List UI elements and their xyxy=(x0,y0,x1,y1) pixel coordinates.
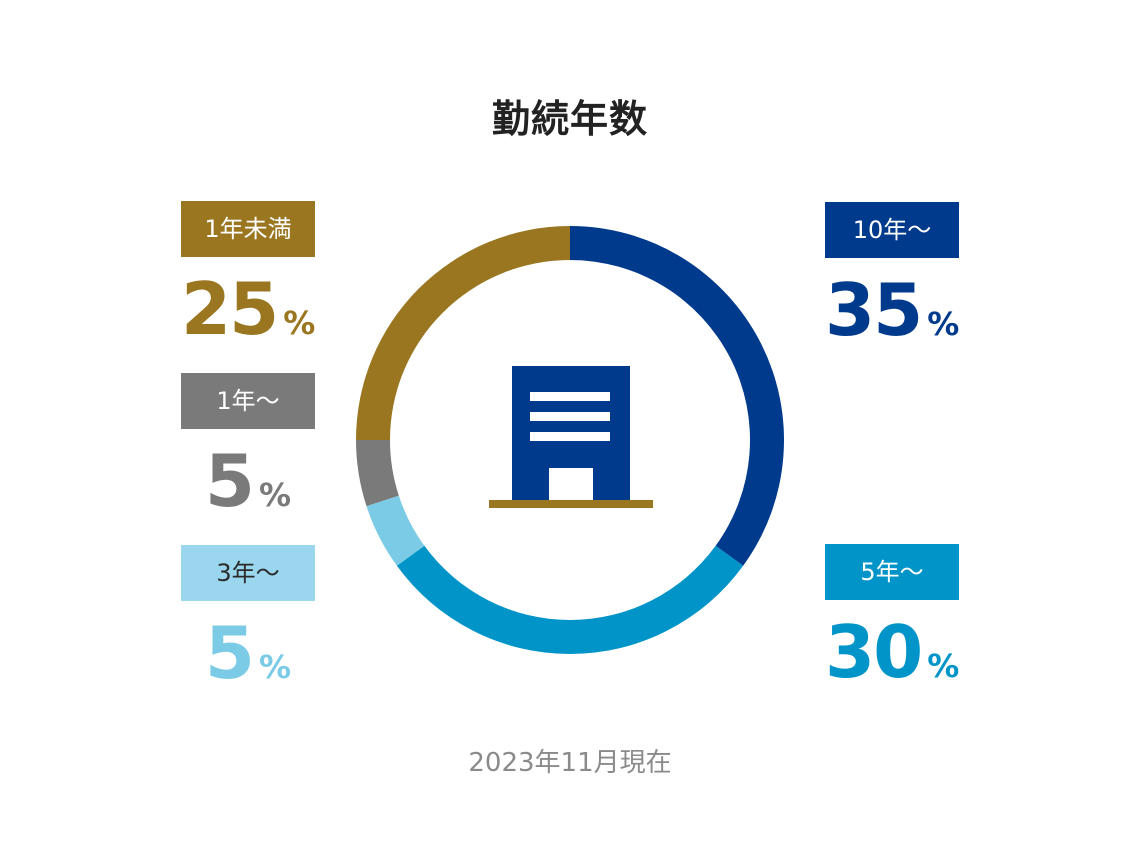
donut-slice xyxy=(396,545,744,654)
donut-slice xyxy=(356,226,570,440)
legend-item-10-years: 10年〜 35% xyxy=(825,202,959,350)
percent-unit: % xyxy=(283,304,316,342)
legend-percent-5-years: 30% xyxy=(825,612,959,692)
percent-unit: % xyxy=(259,476,292,514)
legend-tag-10-years: 10年〜 xyxy=(825,202,959,258)
chart-title: 勤続年数 xyxy=(491,97,648,141)
legend-percent-less-than-1-year: 25% xyxy=(181,269,315,349)
percent-value: 5 xyxy=(204,611,255,695)
donut-slice xyxy=(570,226,784,566)
donut-slice xyxy=(366,495,425,566)
legend-item-less-than-1-year: 1年未満 25% xyxy=(181,201,315,349)
percent-unit: % xyxy=(259,648,292,686)
percent-value: 25 xyxy=(181,267,279,351)
as-of-date-note: 2023年11月現在 xyxy=(468,748,672,778)
office-building-icon xyxy=(489,366,653,508)
legend-percent-10-years: 35% xyxy=(825,270,959,350)
donut-chart xyxy=(356,226,784,654)
legend-percent-3-years: 5% xyxy=(181,613,315,693)
percent-value: 5 xyxy=(204,439,255,523)
legend-item-1-year: 1年〜 5% xyxy=(181,373,315,521)
percent-unit: % xyxy=(927,305,960,343)
donut-slices xyxy=(356,226,784,654)
legend-tag-less-than-1-year: 1年未満 xyxy=(181,201,315,257)
percent-unit: % xyxy=(927,647,960,685)
percent-value: 30 xyxy=(825,610,923,694)
legend-percent-1-year: 5% xyxy=(181,441,315,521)
legend-tag-3-years: 3年〜 xyxy=(181,545,315,601)
legend-tag-5-years: 5年〜 xyxy=(825,544,959,600)
legend-item-5-years: 5年〜 30% xyxy=(825,544,959,692)
donut-slice xyxy=(356,440,399,507)
legend-item-3-years: 3年〜 5% xyxy=(181,545,315,693)
legend-tag-1-year: 1年〜 xyxy=(181,373,315,429)
percent-value: 35 xyxy=(825,268,923,352)
